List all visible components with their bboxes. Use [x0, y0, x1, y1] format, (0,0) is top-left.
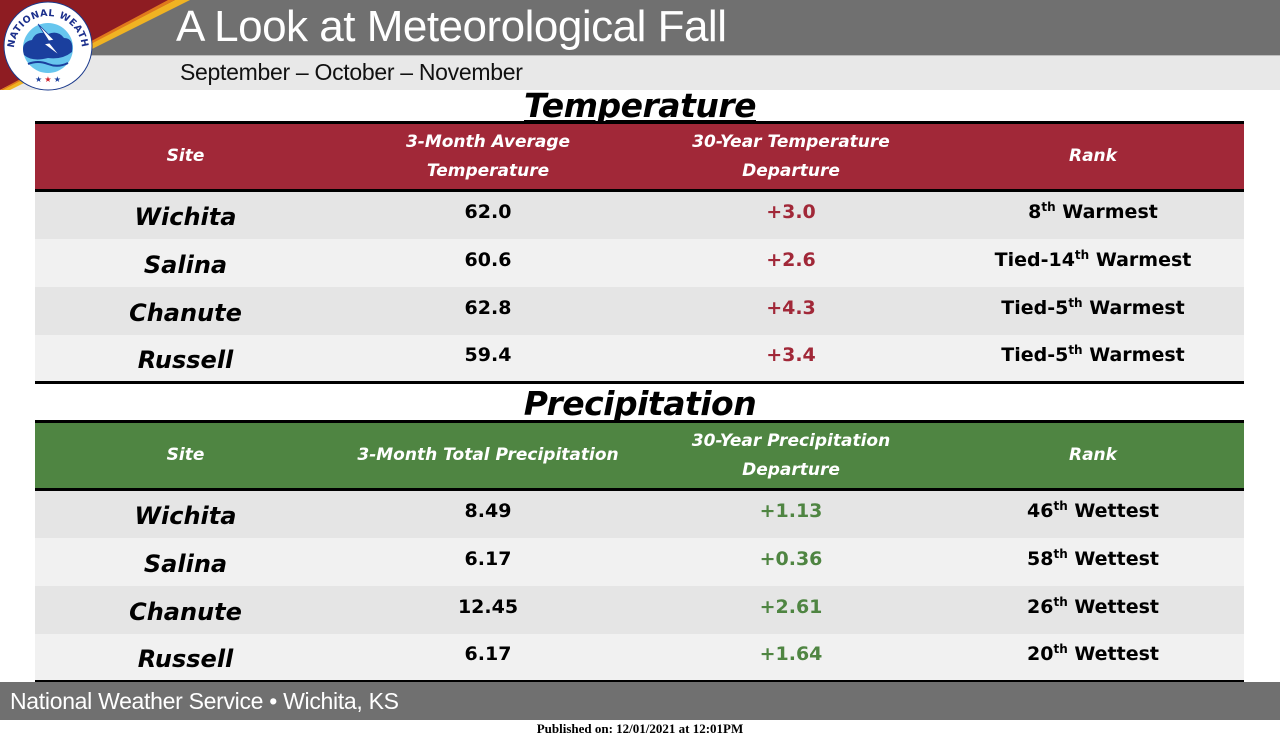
table-row: Chanute 62.8 +4.3 Tied-5th Warmest — [35, 286, 1244, 335]
site-name: Salina — [143, 250, 228, 279]
rank: 58th Wettest — [1027, 546, 1159, 570]
title-bar — [0, 0, 1280, 55]
footer-office: National Weather Service • Wichita, KS — [10, 688, 399, 714]
column-header-site: Site — [166, 146, 205, 166]
total-precipitation: 6.17 — [464, 547, 512, 570]
rank: Tied-14th Warmest — [994, 247, 1192, 271]
table-row: Russell 59.4 +3.4 Tied-5th Warmest — [35, 334, 1244, 383]
temperature-departure: +3.4 — [766, 343, 816, 366]
rank: 8th Warmest — [1028, 200, 1158, 224]
precipitation-departure: +1.64 — [759, 642, 823, 665]
column-header-rank: Rank — [1069, 146, 1117, 166]
table-row: Salina 60.6 +2.6 Tied-14th Warmest — [35, 238, 1244, 287]
site-name: Chanute — [129, 597, 242, 626]
table-row: Wichita 62.0 +3.0 8th Warmest — [35, 190, 1244, 239]
svg-text:★ ★ ★: ★ ★ ★ — [35, 75, 61, 84]
site-name: Wichita — [134, 203, 237, 232]
column-header-rank: Rank — [1069, 445, 1117, 465]
site-name: Wichita — [134, 502, 237, 531]
temperature-departure: +2.6 — [766, 248, 816, 271]
total-precipitation: 6.17 — [464, 642, 512, 665]
precipitation-departure: +0.36 — [759, 547, 823, 570]
page-title: A Look at Meteorological Fall — [176, 2, 727, 51]
rank: Tied-5th Warmest — [1001, 295, 1185, 319]
rank: 20th Wettest — [1027, 641, 1159, 665]
precipitation-section-title: Precipitation — [523, 384, 757, 423]
column-header-avg-temp: 3-Month Average Temperature — [405, 131, 571, 181]
column-header-site: Site — [166, 445, 205, 465]
precipitation-departure: +2.61 — [759, 595, 823, 618]
published-timestamp: Published on: 12/01/2021 at 12:01PM — [536, 721, 744, 736]
table-row: Salina 6.17 +0.36 58th Wettest — [35, 537, 1244, 586]
table-row: Wichita 8.49 +1.13 46th Wettest — [35, 489, 1244, 538]
rank: 46th Wettest — [1027, 499, 1159, 523]
rank: 26th Wettest — [1027, 594, 1159, 618]
site-name: Russell — [137, 644, 234, 673]
precipitation-departure: +1.13 — [759, 500, 823, 523]
site-name: Russell — [137, 345, 234, 374]
avg-temperature: 62.0 — [464, 201, 512, 224]
site-name: Chanute — [129, 298, 242, 327]
temperature-departure: +3.0 — [766, 201, 816, 224]
column-header-precip-departure: 30-Year Precipitation Departure — [691, 430, 891, 480]
column-header-temp-departure: 30-Year Temperature Departure — [692, 131, 890, 181]
table-row: Russell 6.17 +1.64 20th Wettest — [35, 633, 1244, 682]
avg-temperature: 62.8 — [464, 296, 512, 319]
total-precipitation: 8.49 — [464, 500, 512, 523]
site-name: Salina — [143, 549, 228, 578]
temperature-section-title: Temperature — [524, 86, 757, 125]
nws-logo-icon: NATIONAL WEATHER SERVICE ★ ★ ★ — [2, 0, 93, 91]
temperature-table-header: Site 3-Month Average Temperature 30-Year … — [35, 122, 1244, 191]
avg-temperature: 59.4 — [464, 343, 512, 366]
column-header-total-precip: 3-Month Total Precipitation — [357, 445, 619, 465]
precipitation-table-header: Site 3-Month Total Precipitation 30-Year… — [35, 421, 1244, 490]
table-row: Chanute 12.45 +2.61 26th Wettest — [35, 585, 1244, 634]
total-precipitation: 12.45 — [457, 595, 519, 618]
temperature-departure: +4.3 — [766, 296, 816, 319]
rank: Tied-5th Warmest — [1001, 342, 1185, 366]
temperature-table: Site 3-Month Average Temperature 30-Year … — [35, 121, 1244, 384]
subtitle-bar — [0, 55, 1280, 90]
avg-temperature: 60.6 — [464, 248, 512, 271]
page-subtitle: September – October – November — [180, 59, 523, 85]
footer-bar — [0, 682, 1280, 720]
precipitation-table: Site 3-Month Total Precipitation 30-Year… — [35, 420, 1244, 683]
